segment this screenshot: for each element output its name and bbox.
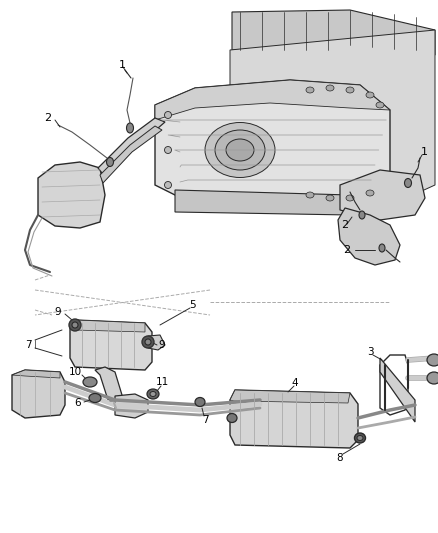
Text: 9: 9 [55,307,61,317]
Ellipse shape [89,393,101,402]
Text: 2: 2 [343,245,350,255]
Ellipse shape [326,85,334,91]
Polygon shape [100,126,162,183]
Ellipse shape [357,435,363,440]
Ellipse shape [106,157,113,166]
Ellipse shape [69,319,81,331]
Text: 1: 1 [420,147,427,157]
Polygon shape [12,370,60,378]
Ellipse shape [226,139,254,161]
Polygon shape [12,370,65,418]
Ellipse shape [150,392,156,397]
Ellipse shape [354,433,365,443]
Polygon shape [155,80,390,210]
Text: 5: 5 [189,300,195,310]
Text: 8: 8 [337,453,343,463]
Text: 9: 9 [159,340,165,350]
Ellipse shape [165,182,172,189]
Ellipse shape [427,354,438,366]
Ellipse shape [326,195,334,201]
Ellipse shape [306,192,314,198]
Polygon shape [230,390,358,448]
Ellipse shape [72,322,78,328]
Ellipse shape [147,389,159,399]
Polygon shape [70,320,152,370]
Ellipse shape [83,377,97,387]
Polygon shape [70,320,145,332]
Ellipse shape [127,123,134,133]
Polygon shape [148,335,165,350]
Text: 6: 6 [75,398,81,408]
Polygon shape [230,30,435,210]
Text: 11: 11 [155,377,169,387]
Ellipse shape [142,336,154,348]
Ellipse shape [376,102,384,108]
Ellipse shape [366,92,374,98]
Polygon shape [115,394,148,418]
Polygon shape [230,390,350,403]
Ellipse shape [165,111,172,118]
Text: 2: 2 [342,220,349,230]
Polygon shape [338,208,400,265]
Polygon shape [38,162,105,228]
Ellipse shape [346,195,354,201]
Text: 3: 3 [367,347,373,357]
Ellipse shape [379,244,385,252]
Ellipse shape [366,190,374,196]
Polygon shape [380,358,415,422]
Polygon shape [98,118,165,178]
Text: 7: 7 [201,415,208,425]
Text: 2: 2 [44,113,52,123]
Text: 4: 4 [292,378,298,388]
Text: 1: 1 [119,60,126,70]
Polygon shape [95,367,122,400]
Polygon shape [155,80,390,120]
Ellipse shape [306,87,314,93]
Polygon shape [175,190,350,215]
Ellipse shape [227,414,237,423]
Ellipse shape [145,339,151,345]
Polygon shape [340,170,425,220]
Ellipse shape [165,147,172,154]
Text: 10: 10 [68,367,81,377]
Ellipse shape [405,179,411,188]
Polygon shape [232,10,435,55]
Ellipse shape [359,211,365,219]
Ellipse shape [215,130,265,170]
Ellipse shape [195,398,205,407]
Text: 7: 7 [25,340,31,350]
Ellipse shape [427,372,438,384]
Ellipse shape [205,123,275,177]
Ellipse shape [346,87,354,93]
